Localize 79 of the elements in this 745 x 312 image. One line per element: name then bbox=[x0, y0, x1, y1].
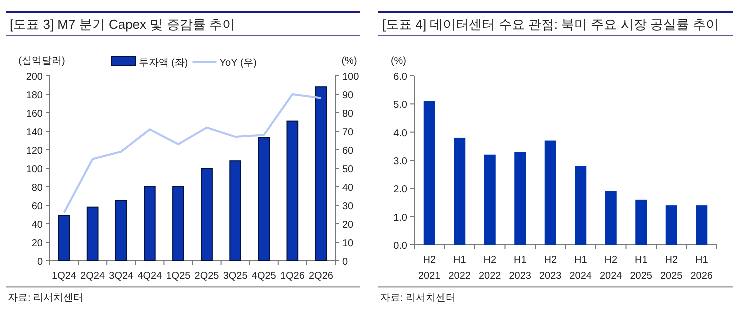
chart-title: [도표 3] M7 분기 Capex 및 증감률 추이 bbox=[10, 17, 236, 32]
y-tick-label: 40 bbox=[32, 220, 44, 231]
x-tick-label: H2 2024 bbox=[600, 255, 623, 282]
text: 자료: 리서치센터 bbox=[380, 293, 456, 304]
x-tick-label: 1Q24 bbox=[52, 271, 77, 282]
y-tick-label: 100 bbox=[26, 164, 44, 176]
y2-tick-label: 0 bbox=[342, 257, 348, 268]
y-tick-label: 180 bbox=[26, 90, 44, 102]
y-tick-label: 2.0 bbox=[394, 184, 408, 196]
y2-tick-label: 20 bbox=[342, 220, 354, 231]
bar bbox=[696, 206, 708, 245]
x-tick-label: H1 2025 bbox=[630, 255, 653, 282]
y-tick-label: 80 bbox=[32, 183, 44, 194]
x-tick-label: 2Q24 bbox=[80, 271, 106, 282]
y-tick-label: 0.0 bbox=[394, 241, 408, 252]
x-tick-label: H2 2023 bbox=[540, 255, 562, 282]
x-tick-label: 4Q25 bbox=[252, 271, 277, 282]
x-tick-label: H1 2022 bbox=[448, 255, 472, 282]
y2-tick-label: 90 bbox=[342, 90, 354, 102]
legend-label: YoY (우) bbox=[220, 58, 257, 69]
y-axis-title: (십억달러) bbox=[18, 56, 66, 67]
y2-tick-label: 30 bbox=[342, 202, 354, 212]
line-series bbox=[63, 94, 322, 214]
y2-tick-label: 40 bbox=[342, 183, 354, 194]
bar bbox=[258, 137, 270, 262]
bar bbox=[544, 140, 556, 245]
bar bbox=[86, 206, 99, 262]
y-tick-label: 1.0 bbox=[394, 212, 408, 224]
y-tick-label: 120 bbox=[26, 146, 44, 157]
y-tick-label: 5.0 bbox=[394, 100, 408, 112]
y-tick-label: 4.0 bbox=[394, 128, 408, 140]
bar bbox=[172, 186, 184, 262]
y-tick-label: 0 bbox=[37, 257, 44, 268]
y-tick-label: 3.0 bbox=[394, 156, 408, 168]
y2-tick-label: 60 bbox=[342, 146, 354, 157]
bar bbox=[315, 86, 328, 262]
x-tick-label: 2Q25 bbox=[194, 271, 220, 282]
x-tick-label: 3Q25 bbox=[223, 271, 248, 282]
y-tick-label: 6.0 bbox=[394, 72, 408, 83]
bar bbox=[201, 168, 213, 262]
x-tick-label: H2 2021 bbox=[418, 255, 442, 282]
y-tick-label: 140 bbox=[26, 128, 44, 138]
y2-tick-label: 70 bbox=[342, 128, 354, 138]
bar bbox=[666, 206, 678, 245]
bar bbox=[230, 160, 242, 262]
bar bbox=[454, 138, 466, 245]
bar bbox=[575, 166, 587, 245]
y2-tick-label: 50 bbox=[342, 164, 354, 176]
y2-axis-title: (%) bbox=[342, 56, 358, 67]
y2-tick-label: 100 bbox=[342, 72, 360, 83]
x-tick-label: 1Q25 bbox=[166, 271, 192, 282]
bar bbox=[605, 191, 617, 245]
y-tick-label: 160 bbox=[26, 109, 44, 120]
text: 자료: 리서치센터 bbox=[8, 293, 84, 304]
x-tick-label: 1Q26 bbox=[280, 271, 306, 282]
legend-label: 투자액 (좌) bbox=[138, 58, 188, 69]
x-tick-label: 2Q26 bbox=[308, 271, 334, 282]
y2-tick-label: 10 bbox=[342, 238, 354, 250]
y-tick-label: 60 bbox=[32, 202, 44, 212]
bar bbox=[484, 154, 496, 245]
bar bbox=[636, 200, 648, 245]
x-tick-label: H1 2023 bbox=[509, 255, 532, 282]
chart-title: [도표 4] 데이터센터 수요 관점: 북미 주요 시장 공실률 추이 bbox=[382, 17, 720, 32]
x-tick-label: 3Q24 bbox=[109, 271, 134, 282]
bar bbox=[115, 200, 128, 262]
x-tick-label: H2 2022 bbox=[479, 255, 502, 282]
x-tick-label: 4Q24 bbox=[138, 271, 163, 282]
y-axis-title: (%) bbox=[390, 56, 406, 67]
bar bbox=[424, 101, 436, 245]
bar bbox=[144, 186, 156, 262]
x-tick-label: H1 2026 bbox=[690, 255, 714, 282]
bar bbox=[286, 120, 299, 262]
x-tick-label: H1 2024 bbox=[570, 255, 592, 282]
x-tick-label: H2 2025 bbox=[660, 255, 684, 282]
y-tick-label: 20 bbox=[32, 238, 44, 250]
y-tick-label: 200 bbox=[26, 72, 44, 83]
y2-tick-label: 80 bbox=[342, 109, 354, 120]
bar bbox=[514, 152, 526, 245]
bar bbox=[58, 215, 70, 262]
